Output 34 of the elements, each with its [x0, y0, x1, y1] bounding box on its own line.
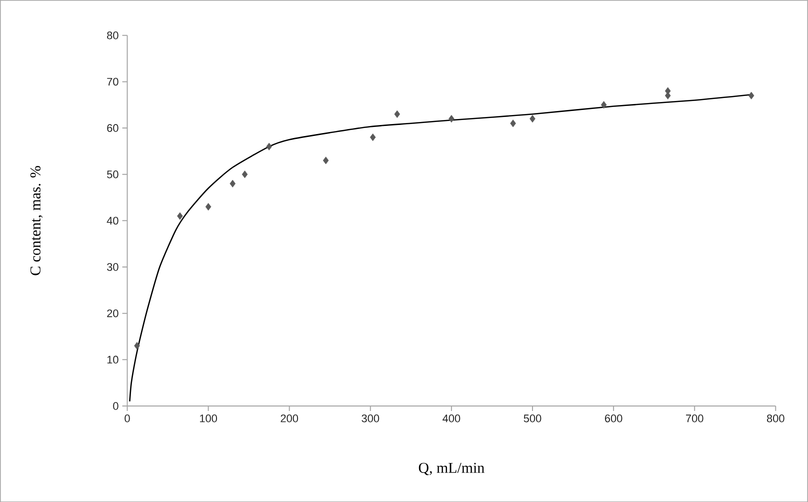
- y-tick-label: 0: [113, 402, 118, 410]
- x-axis-title: Q, mL/min: [418, 462, 484, 476]
- x-tick-label: 200: [280, 414, 298, 422]
- point: [134, 342, 140, 350]
- point: [177, 212, 183, 220]
- point: [370, 133, 376, 141]
- point: [205, 202, 212, 210]
- point: [230, 180, 236, 188]
- point: [394, 110, 400, 118]
- x-tick-label: 400: [442, 414, 460, 422]
- y-tick-label: 60: [107, 124, 118, 132]
- x-tick-label: 500: [524, 414, 542, 422]
- point: [530, 114, 536, 122]
- y-tick-label: 20: [107, 309, 118, 318]
- point: [600, 100, 607, 108]
- point: [242, 170, 248, 178]
- point: [322, 156, 329, 164]
- x-tick-label: 700: [686, 414, 704, 422]
- point: [266, 142, 272, 150]
- y-tick-label: 10: [107, 356, 118, 364]
- y-tick-label: 40: [106, 216, 118, 224]
- point: [448, 114, 454, 122]
- y-tick-label: 80: [107, 31, 118, 40]
- x-tick-label: 0: [124, 414, 130, 422]
- x-tick-label: 100: [200, 414, 218, 422]
- y-tick-label: 50: [107, 170, 118, 178]
- y-tick-label: 70: [107, 78, 118, 86]
- x-tick-label: 600: [604, 414, 622, 422]
- point: [748, 92, 754, 100]
- x-tick-label: 800: [766, 414, 784, 422]
- point: [510, 119, 516, 128]
- y-axis-title: C content, mas. %: [30, 166, 43, 276]
- x-tick-label: 300: [362, 414, 380, 422]
- y-tick-label: 30: [107, 263, 118, 271]
